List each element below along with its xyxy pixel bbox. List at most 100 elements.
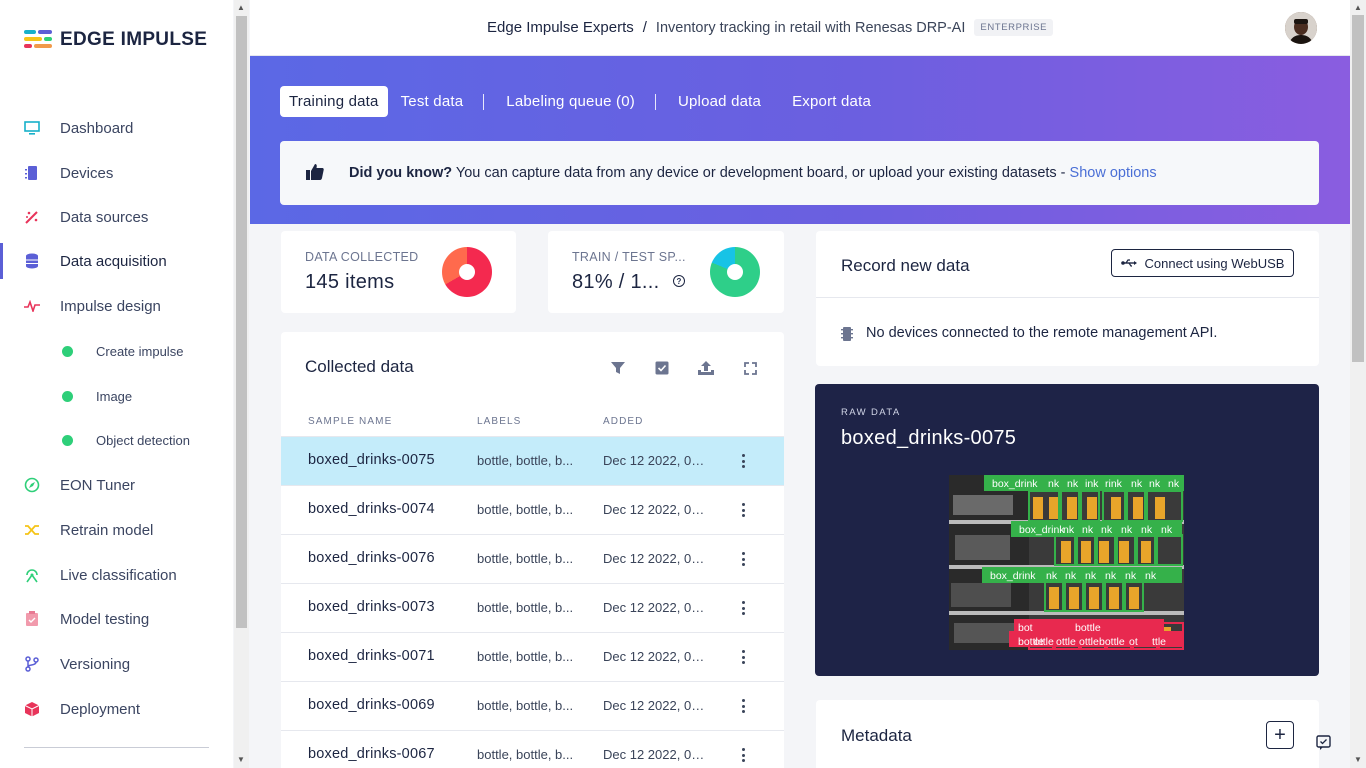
- sample-name: boxed_drinks-0069: [308, 697, 435, 713]
- sidebar-item-object-detection[interactable]: Object detection: [0, 422, 233, 458]
- bounding-box-label: bot: [1018, 622, 1033, 634]
- data-collected-card: DATA COLLECTED 145 items: [281, 231, 516, 313]
- sample-image[interactable]: box_drink nk nk ink rink nk nk nk box_drink nk nk n…: [949, 475, 1184, 650]
- bounding-box-label: box_drink: [1019, 524, 1065, 536]
- raw-data-sample-name: boxed_drinks-0075: [841, 427, 1017, 449]
- bounding-box-label: nk: [1063, 524, 1075, 536]
- sample-added: Dec 12 2022, 00:...: [603, 453, 709, 468]
- scroll-down-arrow-icon[interactable]: ▼: [237, 755, 245, 764]
- column-header-sample-name[interactable]: SAMPLE NAME: [308, 416, 393, 427]
- sidebar-item-image[interactable]: Image: [0, 378, 233, 414]
- show-options-link[interactable]: Show options: [1069, 165, 1157, 181]
- select-checkbox-icon[interactable]: [653, 359, 671, 377]
- branch-icon: [23, 655, 41, 673]
- database-icon: [23, 252, 41, 270]
- column-header-labels[interactable]: LABELS: [477, 416, 522, 427]
- breadcrumb-org[interactable]: Edge Impulse Experts: [487, 19, 634, 36]
- sidebar-item-data-sources[interactable]: Data sources: [0, 199, 233, 235]
- kebab-menu-icon[interactable]: [741, 748, 745, 762]
- tab-upload-data[interactable]: Upload data: [677, 93, 762, 110]
- raw-data-label: RAW DATA: [841, 407, 901, 418]
- divider: [816, 297, 1319, 298]
- sidebar-item-retrain-model[interactable]: Retrain model: [0, 512, 233, 548]
- chip-icon: [23, 164, 41, 182]
- scroll-up-arrow-icon[interactable]: ▲: [1354, 3, 1362, 12]
- bounding-box-label: nk: [1145, 570, 1157, 582]
- sidebar-item-model-testing[interactable]: Model testing: [0, 601, 233, 637]
- column-header-added[interactable]: ADDED: [603, 416, 644, 427]
- connect-webusb-button[interactable]: Connect using WebUSB: [1111, 249, 1294, 277]
- sidebar-item-impulse-design[interactable]: Impulse design: [0, 288, 233, 324]
- stat-value: 145 items: [305, 271, 395, 293]
- pulse-icon: [23, 297, 41, 315]
- help-icon[interactable]: ?: [673, 275, 685, 287]
- sample-name: boxed_drinks-0075: [308, 452, 435, 468]
- bounding-box-label: nk: [1141, 524, 1153, 536]
- bounding-box-label: rink: [1105, 478, 1123, 490]
- avatar[interactable]: [1285, 12, 1317, 44]
- sidebar-item-data-acquisition[interactable]: Data acquisition: [0, 243, 233, 279]
- tab-divider: [654, 93, 656, 110]
- bounding-box-label: ottle: [1079, 636, 1099, 648]
- feedback-icon[interactable]: [1316, 735, 1332, 751]
- sidebar-item-deployment[interactable]: Deployment: [0, 691, 233, 727]
- logo-text: EDGE IMPULSE: [60, 29, 208, 50]
- bounding-box-label: nk: [1082, 524, 1094, 536]
- broadcast-icon: [23, 566, 41, 584]
- table-row[interactable]: boxed_drinks-0069 bottle, bottle, b... D…: [281, 681, 784, 730]
- shuffle-icon: [23, 521, 41, 539]
- upload-icon[interactable]: [697, 359, 715, 377]
- tab-export-data[interactable]: Export data: [792, 93, 872, 110]
- sample-labels: bottle, bottle, b...: [477, 600, 574, 615]
- kebab-menu-icon[interactable]: [741, 650, 745, 664]
- kebab-menu-icon[interactable]: [741, 503, 745, 517]
- table-row[interactable]: boxed_drinks-0076 bottle, bottle, b... D…: [281, 534, 784, 583]
- bounding-box-label: ottle: [1034, 636, 1054, 648]
- bounding-box-label: ttle: [1152, 636, 1166, 648]
- sidebar-item-create-impulse[interactable]: Create impulse: [0, 333, 233, 369]
- sidebar-item-dashboard[interactable]: Dashboard: [0, 110, 233, 146]
- fullscreen-icon[interactable]: [741, 359, 759, 377]
- sidebar-item-devices[interactable]: Devices: [0, 155, 233, 191]
- scrollbar-thumb[interactable]: [1352, 15, 1364, 362]
- kebab-menu-icon[interactable]: [741, 601, 745, 615]
- sidebar-item-versioning[interactable]: Versioning: [0, 646, 233, 682]
- sidebar-item-eon-tuner[interactable]: EON Tuner: [0, 467, 233, 503]
- filter-icon[interactable]: [609, 359, 627, 377]
- table-row[interactable]: boxed_drinks-0071 bottle, bottle, b... D…: [281, 632, 784, 681]
- kebab-menu-icon[interactable]: [741, 699, 745, 713]
- collected-data-card: Collected data SAMPLE NAME LABELS ADDED …: [281, 332, 784, 768]
- kebab-menu-icon[interactable]: [741, 454, 745, 468]
- breadcrumb-project[interactable]: Inventory tracking in retail with Renesa…: [655, 19, 966, 36]
- scrollbar-thumb[interactable]: [236, 16, 247, 628]
- page-scrollbar[interactable]: ▲ ▼: [1350, 0, 1366, 768]
- sidebar-item-label: Object detection: [96, 432, 190, 448]
- bounding-box-label: nk: [1065, 570, 1077, 582]
- add-metadata-button[interactable]: +: [1266, 721, 1294, 749]
- sidebar-item-live-classification[interactable]: Live classification: [0, 557, 233, 593]
- tab-test-data[interactable]: Test data: [400, 93, 464, 110]
- connect-webusb-label: Connect using WebUSB: [1144, 255, 1285, 271]
- bounding-box-label: nk: [1101, 524, 1113, 536]
- tab-labeling-queue[interactable]: Labeling queue (0): [506, 93, 635, 110]
- label-distribution-donut: [442, 247, 492, 297]
- sidebar-item-label: Versioning: [60, 655, 131, 673]
- sample-name: boxed_drinks-0071: [308, 648, 435, 664]
- sample-added: Dec 12 2022, 00:...: [603, 649, 709, 664]
- table-row[interactable]: boxed_drinks-0073 bottle, bottle, b... D…: [281, 583, 784, 632]
- tab-training-data[interactable]: Training data: [280, 86, 388, 117]
- sidebar-scrollbar[interactable]: ▲ ▼: [234, 0, 249, 768]
- scroll-up-arrow-icon[interactable]: ▲: [237, 3, 245, 12]
- table-row[interactable]: boxed_drinks-0074 bottle, bottle, b... D…: [281, 485, 784, 534]
- scroll-down-arrow-icon[interactable]: ▼: [1354, 755, 1362, 764]
- table-row[interactable]: boxed_drinks-0067 bottle, bottle, b... D…: [281, 730, 784, 768]
- table-row[interactable]: boxed_drinks-0075 bottle, bottle, b... D…: [281, 436, 784, 485]
- status-dot-icon: [62, 434, 73, 446]
- compass-icon: [23, 476, 41, 494]
- record-new-data-title: Record new data: [841, 256, 970, 275]
- hero-banner: Training data Test data Labeling queue (…: [250, 56, 1350, 224]
- sample-labels: bottle, bottle, b...: [477, 502, 574, 517]
- logo[interactable]: EDGE IMPULSE: [24, 29, 207, 51]
- sample-labels: bottle, bottle, b...: [477, 747, 574, 762]
- kebab-menu-icon[interactable]: [741, 552, 745, 566]
